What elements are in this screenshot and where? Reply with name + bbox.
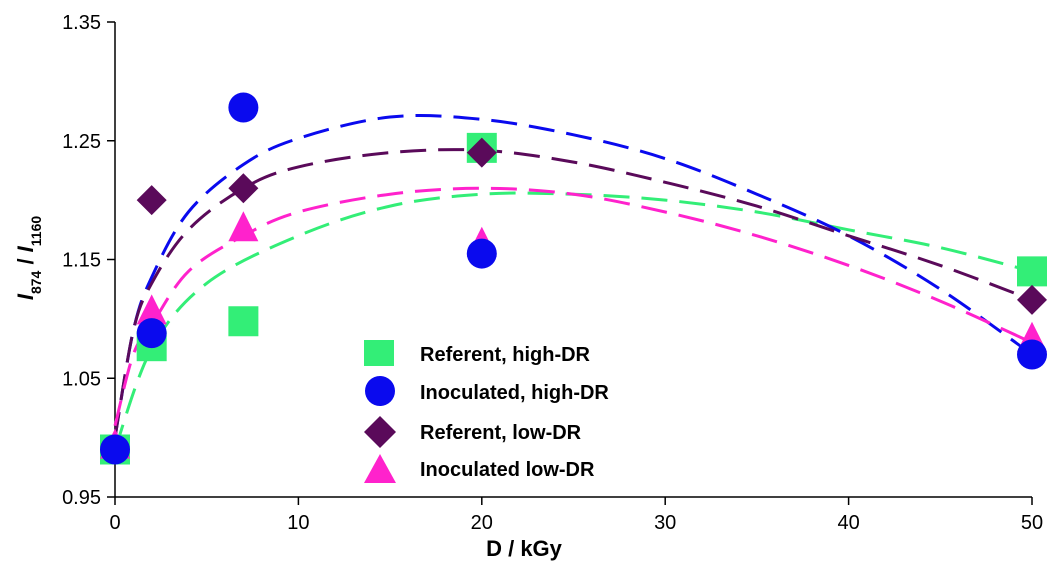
data-point-triangle — [136, 294, 167, 325]
legend-label: Referent, low-DR — [420, 422, 582, 444]
data-point-diamond — [466, 137, 497, 168]
data-point-diamond — [1017, 284, 1047, 315]
data-point-triangle — [228, 211, 259, 242]
legend-item-referent-low-dr: Referent, low-DR — [364, 416, 582, 448]
y-tick-label: 1.15 — [62, 250, 101, 272]
x-axis-label: D / kGy — [486, 536, 563, 561]
data-point-circle — [228, 92, 259, 123]
x-tick-label: 0 — [109, 512, 120, 534]
data-point-square — [228, 306, 259, 337]
x-tick-label: 30 — [654, 512, 676, 534]
legend: Referent, high-DR Inoculated, high-DR Re… — [364, 340, 609, 483]
data-point-circle — [100, 434, 130, 465]
data-point-diamond — [136, 185, 167, 216]
legend-item-referent-high-dr: Referent, high-DR — [364, 340, 591, 366]
x-tick-label: 20 — [471, 512, 493, 534]
x-tick-label: 10 — [287, 512, 309, 534]
x-tick-label: 40 — [837, 512, 859, 534]
fit-curve — [113, 186, 1033, 427]
data-point-circle — [136, 318, 167, 349]
fit-curve — [113, 191, 1033, 451]
plot-area: 0.95 1.05 1.15 1.25 1.35 0 10 20 30 40 50 — [62, 12, 1047, 534]
fit-curve — [113, 148, 1033, 438]
legend-marker-diamond — [364, 416, 396, 448]
y-tick-label: 1.25 — [62, 131, 101, 153]
legend-label: Inoculated, high-DR — [420, 382, 609, 404]
x-tick-label: 50 — [1021, 512, 1043, 534]
data-point-circle — [466, 238, 497, 269]
data-point-square — [1017, 256, 1047, 287]
fit-curve — [113, 114, 1033, 438]
legend-marker-triangle — [364, 454, 396, 483]
legend-marker-square — [364, 340, 394, 366]
data-point-circle — [1017, 339, 1047, 370]
y-tick-label: 1.05 — [62, 368, 101, 390]
y-tick-label: 1.35 — [62, 12, 101, 34]
legend-item-inoculated-low-dr: Inoculated low-DR — [364, 454, 595, 483]
data-point-diamond — [228, 173, 259, 204]
legend-label: Referent, high-DR — [420, 344, 591, 366]
legend-marker-circle — [365, 376, 395, 406]
y-tick-label: 0.95 — [62, 487, 101, 509]
y-axis-label: I874 / I1160 — [13, 216, 44, 301]
legend-label: Inoculated low-DR — [420, 459, 595, 481]
legend-item-inoculated-high-dr: Inoculated, high-DR — [365, 376, 609, 406]
